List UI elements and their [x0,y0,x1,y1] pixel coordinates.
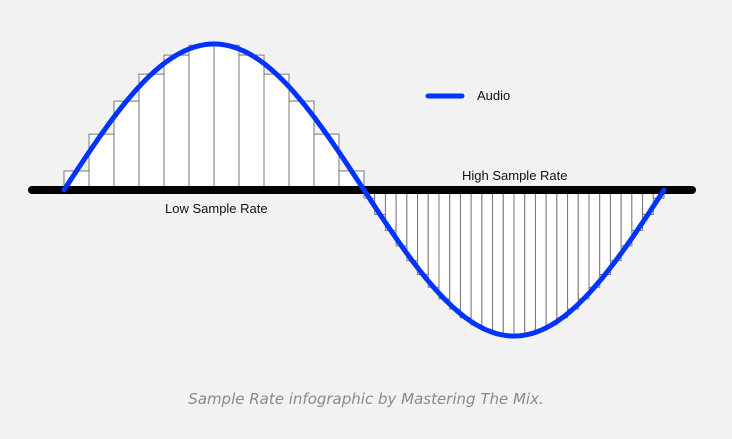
high-sample-bar-9 [449,189,461,310]
high-sample-bar-23 [599,189,611,275]
high-sample-bar-7 [427,189,440,288]
high-sample-bar-14 [502,189,515,337]
low-sample-rate-bars [63,44,365,191]
low-sample-bar-8 [238,54,265,191]
low-sample-bar-7 [213,44,240,191]
high-sample-bar-21 [577,189,590,300]
high-sample-bar-19 [556,189,569,319]
low-sample-bar-4 [138,73,165,191]
high-sample-bar-13 [492,189,504,335]
high-sample-bar-24 [609,189,622,262]
high-sample-bar-5 [406,189,419,262]
high-sample-bar-8 [438,189,451,300]
high-sample-bar-12 [481,189,494,331]
legend-audio-label: Audio [477,88,510,103]
high-sample-bar-20 [567,189,579,310]
high-sample-bar-6 [417,189,429,275]
legend: Audio [425,88,510,103]
high-sample-bar-22 [588,189,601,288]
low-sample-rate-label: Low Sample Rate [165,201,268,216]
high-sample-bar-15 [513,189,526,337]
low-sample-bar-9 [263,73,290,191]
high-sample-bar-10 [459,189,472,319]
figure-caption: Sample Rate infographic by Mastering The… [188,390,544,408]
high-sample-bar-18 [545,189,558,326]
high-sample-bar-17 [534,189,547,331]
high-sample-rate-bars [363,189,665,337]
low-sample-bar-10 [288,100,315,191]
low-sample-bar-6 [188,44,215,191]
high-sample-bar-11 [470,189,483,326]
low-sample-bar-5 [163,54,190,191]
audio-waveform [61,41,667,339]
high-sample-bar-16 [524,189,536,335]
high-sample-rate-label: High Sample Rate [462,168,568,183]
